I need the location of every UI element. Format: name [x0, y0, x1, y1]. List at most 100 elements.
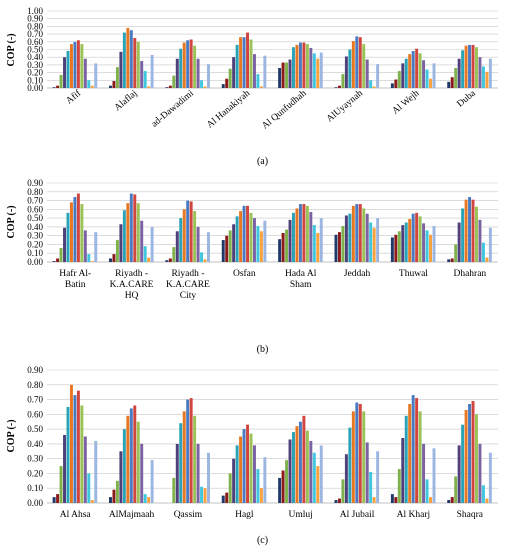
bar: [394, 497, 398, 503]
bar: [285, 62, 289, 88]
bar: [126, 27, 130, 88]
bar: [334, 87, 338, 88]
y-tick-label: 0.20: [27, 468, 43, 478]
bar: [249, 39, 253, 88]
bar: [344, 454, 348, 503]
bar: [83, 230, 87, 262]
bar: [422, 223, 426, 262]
bar: [66, 406, 70, 503]
bar: [165, 87, 169, 88]
bar: [351, 411, 355, 503]
bar: [432, 448, 436, 503]
bar: [143, 246, 147, 262]
y-tick-label: 0.30: [27, 60, 43, 70]
y-tick-label: 0.30: [27, 231, 43, 241]
bar: [355, 36, 359, 88]
bar: [401, 225, 405, 262]
bar: [429, 234, 432, 262]
bar: [259, 488, 263, 503]
bar: [475, 47, 478, 88]
bar: [90, 500, 94, 503]
bar: [302, 415, 306, 503]
bar: [193, 211, 197, 262]
bar: [263, 55, 267, 88]
bar: [337, 498, 341, 503]
bar: [422, 443, 426, 503]
y-tick-label: 0.20: [27, 68, 43, 78]
bar: [295, 208, 299, 262]
category-label: Hafr Al-Batin: [59, 268, 91, 290]
bar: [285, 229, 289, 262]
bar: [415, 212, 419, 262]
bar: [56, 258, 60, 262]
bar: [52, 261, 56, 262]
y-tick-label: 0.50: [27, 424, 43, 434]
bar: [432, 63, 436, 88]
bar: [312, 452, 316, 503]
bar: [221, 240, 225, 262]
bar: [189, 398, 193, 503]
bar: [319, 218, 323, 262]
bar: [457, 445, 461, 503]
bar: [94, 63, 98, 88]
bar: [415, 48, 419, 88]
bar: [404, 415, 408, 503]
bar: [471, 401, 475, 503]
bar: [207, 64, 210, 88]
bar: [242, 205, 246, 262]
bar: [172, 477, 176, 503]
bar: [376, 218, 380, 262]
y-tick-label: 0.70: [27, 395, 43, 405]
bar: [278, 67, 282, 88]
bar: [249, 212, 253, 262]
bar: [488, 58, 492, 88]
bar: [394, 234, 398, 262]
bar: [175, 231, 179, 262]
bar: [136, 203, 140, 262]
bar: [112, 81, 116, 88]
bar: [429, 497, 432, 503]
bar: [143, 494, 147, 503]
bar: [126, 203, 130, 262]
bar: [63, 227, 66, 262]
bar: [397, 231, 401, 262]
bar: [408, 218, 412, 262]
bar: [87, 473, 91, 503]
category-label: Qassim: [174, 510, 203, 520]
bar: [348, 213, 352, 262]
bar: [365, 213, 369, 262]
bar: [52, 87, 56, 88]
bar: [457, 222, 461, 262]
bar: [292, 212, 295, 262]
bar: [221, 84, 225, 88]
bar: [464, 45, 468, 88]
bar: [179, 423, 183, 503]
bar: [481, 485, 485, 503]
bar: [404, 58, 408, 88]
bar: [358, 37, 362, 88]
bar: [203, 488, 207, 503]
category-label: Jeddah: [344, 269, 371, 279]
bar: [69, 44, 73, 88]
bar: [369, 471, 373, 503]
bar: [109, 258, 112, 262]
y-tick-label: 0.90: [27, 365, 43, 375]
bar: [401, 63, 405, 88]
bar: [457, 58, 461, 88]
bar: [115, 67, 119, 88]
bar: [235, 216, 239, 262]
bar: [475, 414, 478, 503]
bar: [450, 258, 454, 262]
bar: [73, 395, 77, 503]
bar: [337, 85, 341, 88]
bar: [150, 460, 154, 503]
y-tick-label: 0.60: [27, 204, 43, 214]
bar: [415, 398, 419, 503]
y-tick-label: 0.40: [27, 52, 43, 62]
bar: [246, 32, 249, 88]
bar: [334, 500, 338, 503]
bar: [168, 258, 172, 262]
bar: [172, 247, 176, 262]
bar: [397, 469, 401, 503]
bar: [256, 74, 260, 88]
